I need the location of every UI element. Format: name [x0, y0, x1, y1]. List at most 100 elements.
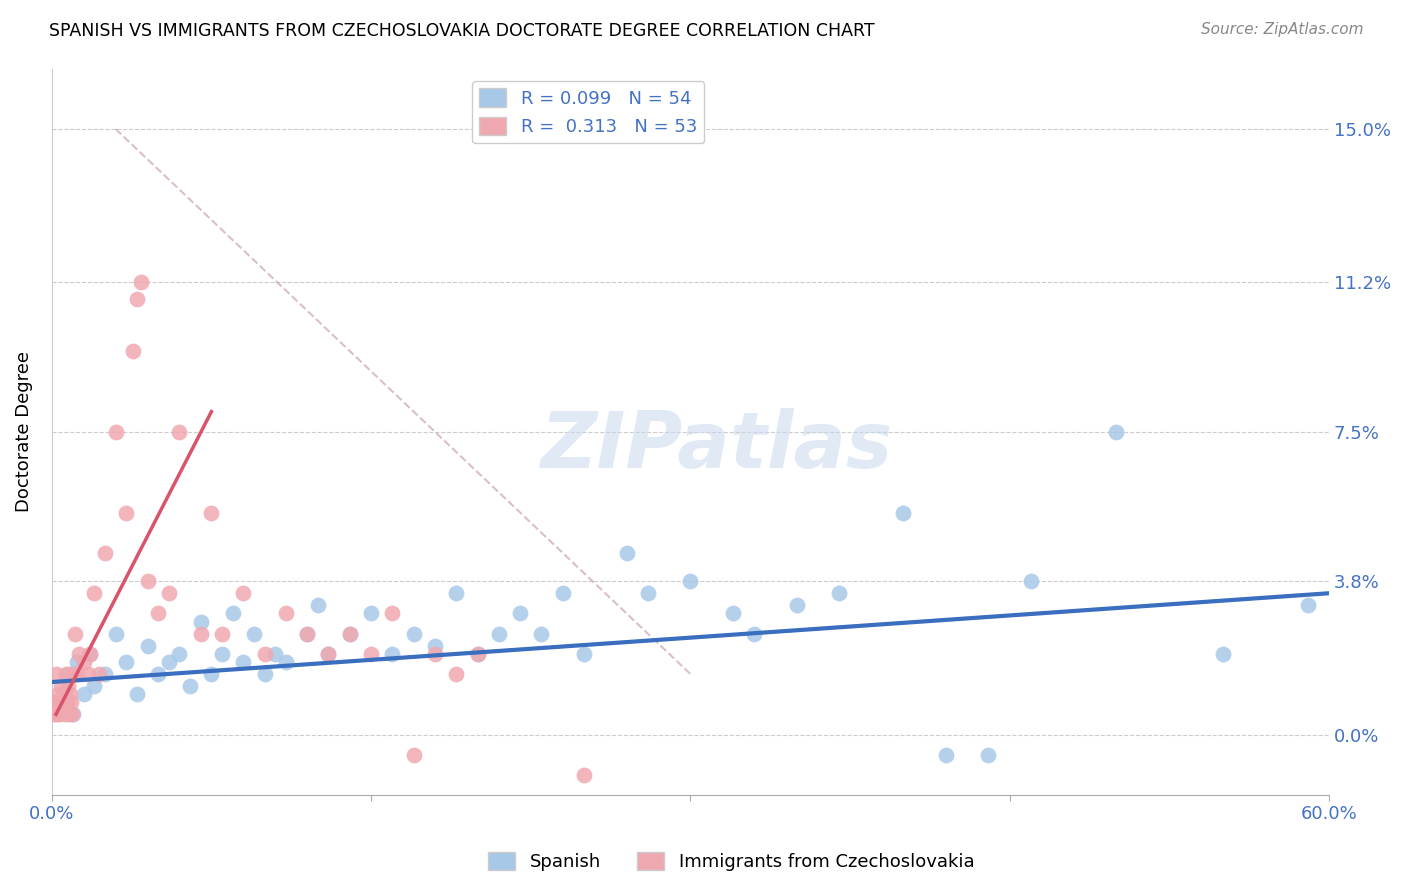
Point — [742, 626, 765, 640]
Legend: Spanish, Immigrants from Czechoslovakia: Spanish, Immigrants from Czechoslovakia — [481, 845, 981, 879]
Point — [51, 679, 73, 693]
Point — [977, 747, 1000, 762]
Point — [46, 687, 69, 701]
Point — [222, 607, 245, 621]
Point — [157, 586, 180, 600]
Point — [423, 647, 446, 661]
Point — [360, 647, 382, 661]
Point — [53, 707, 76, 722]
Point — [73, 687, 96, 701]
Point — [169, 425, 191, 439]
Point — [572, 647, 595, 661]
Point — [42, 707, 65, 722]
Point — [59, 687, 82, 701]
Point — [148, 667, 170, 681]
Point — [1019, 574, 1042, 588]
Point — [253, 647, 276, 661]
Point — [125, 292, 148, 306]
Point — [616, 546, 638, 560]
Point — [115, 506, 138, 520]
Point — [125, 687, 148, 701]
Point — [530, 626, 553, 640]
Point — [66, 667, 89, 681]
Point — [381, 607, 404, 621]
Point — [467, 647, 489, 661]
Point — [274, 655, 297, 669]
Point — [402, 626, 425, 640]
Point — [786, 599, 808, 613]
Point — [55, 695, 77, 709]
Point — [243, 626, 266, 640]
Point — [157, 655, 180, 669]
Point — [169, 647, 191, 661]
Point — [56, 679, 79, 693]
Point — [1296, 599, 1319, 613]
Point — [828, 586, 851, 600]
Text: ZIPatlas: ZIPatlas — [540, 409, 891, 484]
Point — [129, 276, 152, 290]
Point — [55, 667, 77, 681]
Point — [94, 546, 117, 560]
Point — [339, 626, 361, 640]
Point — [444, 586, 467, 600]
Point — [274, 607, 297, 621]
Point — [1105, 425, 1128, 439]
Point — [58, 707, 80, 722]
Legend: R = 0.099   N = 54, R =  0.313   N = 53: R = 0.099 N = 54, R = 0.313 N = 53 — [472, 81, 704, 144]
Point — [295, 626, 318, 640]
Point — [79, 647, 101, 661]
Point — [115, 655, 138, 669]
Point — [52, 687, 75, 701]
Point — [444, 667, 467, 681]
Point — [62, 667, 84, 681]
Point — [66, 655, 89, 669]
Point — [551, 586, 574, 600]
Point — [67, 647, 90, 661]
Point — [339, 626, 361, 640]
Y-axis label: Doctorate Degree: Doctorate Degree — [15, 351, 32, 512]
Point — [318, 647, 340, 661]
Point — [79, 647, 101, 661]
Point — [136, 574, 159, 588]
Point — [1212, 647, 1234, 661]
Point — [190, 615, 212, 629]
Point — [891, 506, 914, 520]
Point — [423, 639, 446, 653]
Point — [62, 707, 84, 722]
Text: Source: ZipAtlas.com: Source: ZipAtlas.com — [1201, 22, 1364, 37]
Point — [148, 607, 170, 621]
Point — [46, 707, 69, 722]
Point — [232, 586, 254, 600]
Point — [200, 667, 222, 681]
Point — [179, 679, 201, 693]
Point — [104, 626, 127, 640]
Point — [318, 647, 340, 661]
Point — [104, 425, 127, 439]
Point — [49, 707, 72, 722]
Point — [121, 344, 143, 359]
Point — [467, 647, 489, 661]
Point — [679, 574, 702, 588]
Point — [48, 695, 70, 709]
Point — [637, 586, 659, 600]
Point — [211, 626, 233, 640]
Point — [44, 695, 66, 709]
Point — [402, 747, 425, 762]
Point — [87, 667, 110, 681]
Point — [59, 695, 82, 709]
Point — [83, 679, 105, 693]
Point — [200, 506, 222, 520]
Point — [94, 667, 117, 681]
Point — [51, 695, 73, 709]
Point — [232, 655, 254, 669]
Point — [264, 647, 287, 661]
Point — [45, 667, 67, 681]
Point — [360, 607, 382, 621]
Point — [83, 586, 105, 600]
Point — [51, 695, 73, 709]
Point — [295, 626, 318, 640]
Point — [572, 768, 595, 782]
Point — [63, 626, 86, 640]
Point — [60, 707, 83, 722]
Point — [307, 599, 329, 613]
